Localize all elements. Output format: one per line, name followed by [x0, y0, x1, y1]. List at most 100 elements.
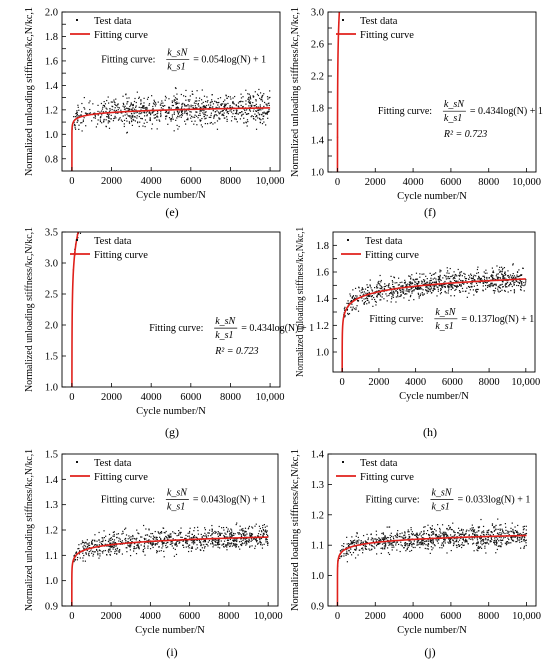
test-data-point [261, 544, 263, 546]
fit-formula: Fitting curve:k_sNk_s1= 0.043log(N) + 1 [101, 488, 266, 513]
test-data-point [146, 166, 147, 167]
test-data-point [82, 546, 84, 548]
test-data-point [126, 103, 128, 105]
test-data-point [226, 147, 227, 148]
test-data-point [482, 275, 484, 277]
x-tick-label: 2000 [365, 177, 386, 188]
test-data-point [148, 111, 150, 113]
test-data-point [118, 173, 119, 174]
test-data-point [507, 291, 509, 293]
test-data-point [80, 224, 81, 225]
test-data-point [440, 544, 443, 546]
test-data-point [430, 534, 433, 536]
test-data-point [257, 542, 259, 544]
test-data-point [152, 102, 155, 104]
test-data-point [512, 273, 514, 275]
test-data-point [501, 269, 504, 271]
y-tick-label: 0.9 [45, 602, 58, 613]
test-data-point [248, 144, 249, 145]
test-data-point [142, 169, 143, 170]
test-data-point [260, 537, 263, 540]
test-data-point [161, 162, 162, 163]
test-data-point [264, 137, 265, 138]
test-data-point [239, 135, 240, 136]
test-data-point [191, 150, 192, 151]
test-data-point [373, 296, 375, 299]
test-data-point [249, 110, 252, 112]
test-data-point [182, 102, 184, 104]
test-data-point [231, 531, 233, 533]
test-data-point [188, 146, 189, 147]
test-data-point [170, 107, 172, 109]
test-data-point [210, 142, 211, 143]
test-data-point [405, 290, 407, 292]
test-data-point [181, 105, 183, 107]
test-data-point [223, 545, 225, 547]
test-data-point [391, 283, 394, 285]
test-data-point [348, 313, 351, 315]
test-data-point [244, 527, 247, 529]
test-data-point [397, 284, 399, 286]
test-data-point [399, 281, 401, 284]
test-data-point [267, 133, 268, 134]
test-data-point [154, 543, 156, 545]
test-data-point [260, 533, 262, 536]
test-data-point [374, 287, 376, 289]
test-data-point [195, 149, 196, 150]
test-data-point [255, 99, 257, 101]
test-data-point [221, 532, 223, 535]
test-data-point [175, 87, 177, 90]
formula-prefix: Fitting curve: [101, 495, 155, 506]
test-data-point [183, 152, 184, 153]
legend-label-test-data: Test data [94, 16, 132, 27]
test-data-point [231, 153, 232, 154]
test-data-point [110, 543, 112, 545]
test-data-point [198, 159, 199, 160]
test-data-point [505, 282, 507, 284]
test-data-point [190, 159, 191, 160]
test-data-point [491, 282, 493, 284]
test-data-point [206, 152, 207, 153]
test-data-point [266, 138, 267, 139]
test-data-point [168, 161, 169, 162]
test-data-point [83, 219, 84, 220]
test-data-point [106, 99, 108, 102]
test-data-point [112, 542, 114, 544]
test-data-point [151, 157, 152, 158]
test-data-point [109, 542, 111, 544]
test-data-point [111, 105, 113, 107]
test-data-point [267, 143, 268, 144]
test-data-point [466, 287, 468, 289]
test-data-point [223, 146, 224, 147]
test-data-point [196, 154, 197, 155]
test-data-point [127, 176, 128, 177]
test-data-point [199, 114, 201, 116]
test-data-point [447, 285, 449, 287]
test-data-point [157, 531, 159, 533]
test-data-point [142, 171, 143, 172]
test-data-point [171, 116, 174, 118]
test-data-point [103, 550, 105, 552]
test-data-point [184, 537, 186, 540]
test-data-point [493, 271, 495, 274]
test-data-point [249, 143, 250, 144]
test-data-point [398, 284, 400, 286]
test-data-point [377, 292, 379, 295]
test-data-point [209, 149, 210, 150]
test-data-point [92, 553, 95, 555]
test-data-point [524, 533, 526, 535]
test-data-point [226, 112, 228, 114]
test-data-point [439, 293, 442, 295]
test-data-point [230, 106, 232, 109]
test-data-point [153, 159, 154, 160]
test-data-point [105, 107, 107, 109]
test-data-point [422, 534, 424, 536]
test-data-point [146, 108, 148, 110]
test-data-point [210, 146, 211, 147]
test-data-point [137, 171, 138, 172]
test-data-point [168, 535, 171, 537]
test-data-point [406, 284, 408, 287]
test-data-point [389, 287, 391, 289]
test-data-point [386, 295, 388, 297]
test-data-point [257, 132, 258, 133]
